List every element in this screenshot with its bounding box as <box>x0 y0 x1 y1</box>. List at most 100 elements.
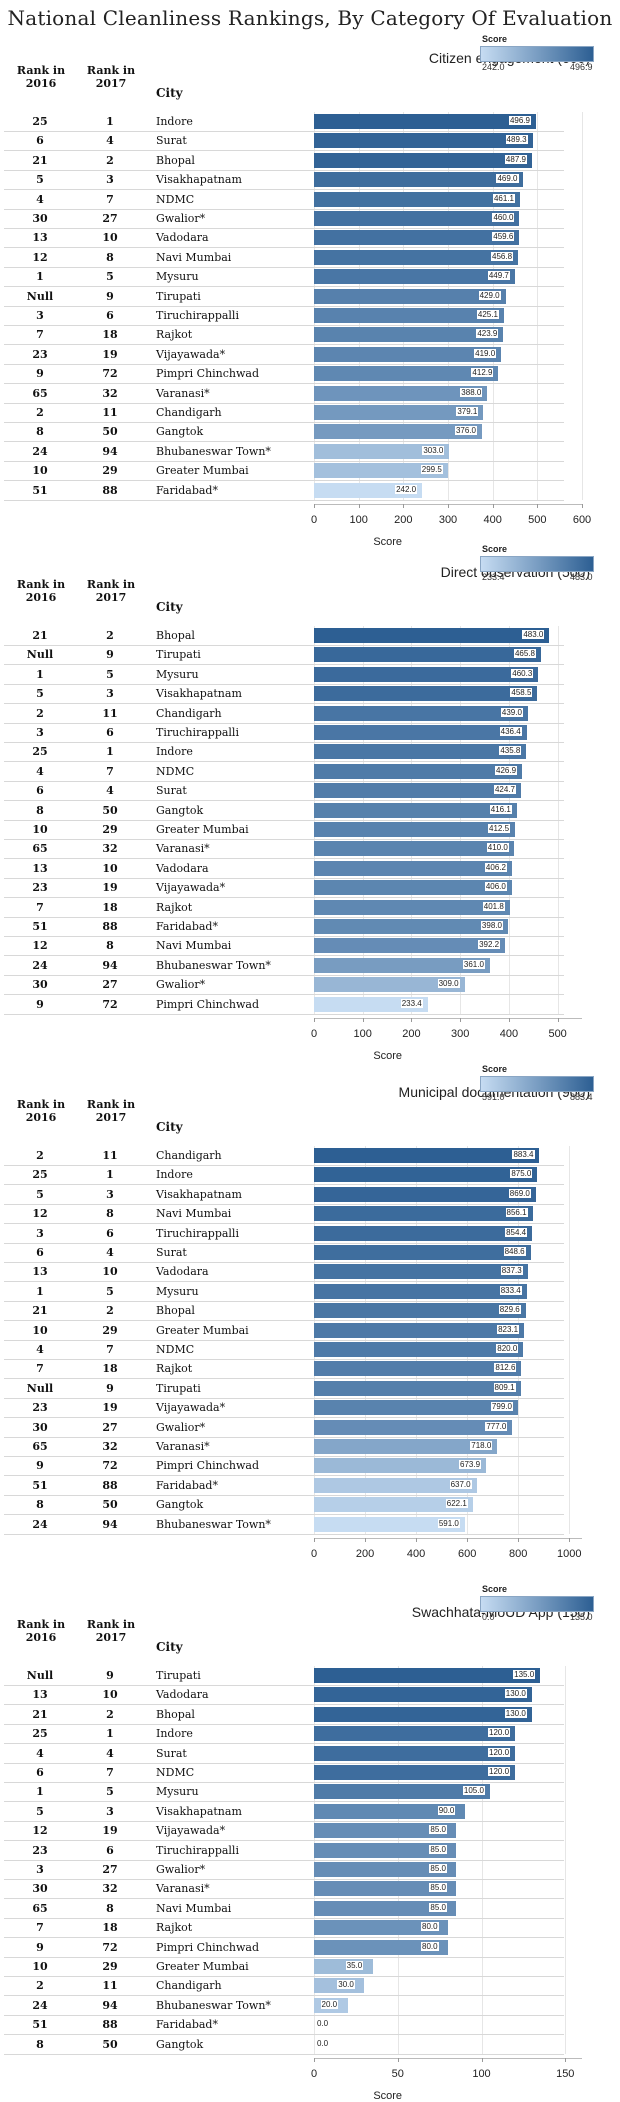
chart-section: Direct observation (500) Score 233.4 483.0 R… <box>0 544 620 1062</box>
data-bar <box>314 1400 518 1416</box>
city-name: Navi Mumbai <box>156 939 232 953</box>
rank-2017: 5 <box>106 1284 114 1298</box>
rank-2017: 27 <box>102 1863 118 1876</box>
data-label: 426.9 <box>495 765 518 775</box>
table-row: 6 4 Surat 424.7 <box>4 781 564 802</box>
city-name: Mysuru <box>156 667 199 681</box>
city-name: Mysuru <box>156 270 199 284</box>
city-name: Faridabad* <box>156 2018 218 2032</box>
data-label: 406.2 <box>484 862 507 872</box>
data-label: 85.0 <box>429 1864 447 1873</box>
city-name: Greater Mumbai <box>156 1323 249 1337</box>
rank-2017: 6 <box>106 726 114 739</box>
x-tick-mark <box>508 1018 510 1022</box>
city-name: Rajkot <box>156 328 193 342</box>
city-name: Gwalior* <box>156 1863 206 1876</box>
legend-max-value: 483.0 <box>570 572 593 582</box>
data-bar <box>314 1900 457 1916</box>
city-name: NDMC <box>156 1343 195 1356</box>
header-rank-2017-line: 2017 <box>95 77 127 90</box>
city-name: Tirupati <box>156 1669 201 1682</box>
table-row: 3 6 Tiruchirappalli 854.4 <box>4 1224 564 1244</box>
table-row: 5 3 Visakhapatnam 458.5 <box>4 684 564 705</box>
rank-2017: 6 <box>106 1843 114 1857</box>
rank-2016: 4 <box>36 1343 44 1356</box>
city-name: Vadodara <box>156 231 209 245</box>
data-label: 459.6 <box>492 232 515 242</box>
header-city: City <box>156 86 183 100</box>
city-name: Gwalior* <box>156 978 206 992</box>
table-row: 2 11 Chandigarh 439.0 <box>4 704 564 724</box>
legend-max-value: 883.4 <box>570 1092 593 1102</box>
rank-2017: 29 <box>102 823 118 836</box>
rank-2017: 10 <box>102 1265 118 1279</box>
header-rank-2017-line: 2017 <box>95 1631 127 1644</box>
rank-2016: 3 <box>36 309 44 322</box>
rank-2016: 8 <box>36 1498 44 1512</box>
data-bar <box>314 899 510 915</box>
data-bar <box>314 1765 515 1780</box>
header-rank-2016: Rank in 2016 <box>6 1618 76 1644</box>
table-row: 1 5 Mysuru 449.7 <box>4 267 564 288</box>
data-label: 458.5 <box>510 688 533 698</box>
header-rank-2017-line: 2017 <box>95 1111 127 1124</box>
data-bar <box>314 191 520 207</box>
data-bar <box>314 1959 373 1974</box>
x-tick-label: 600 <box>572 514 592 526</box>
header-rank-2016-line: Rank in <box>16 1618 66 1631</box>
table-row: 3 6 Tiruchirappalli 436.4 <box>4 723 564 743</box>
city-name: Vadodara <box>156 1265 209 1279</box>
city-name: Tirupati <box>156 1381 201 1395</box>
rank-2016: 5 <box>36 1804 44 1818</box>
rank-2016: 25 <box>32 1727 48 1741</box>
table-row: 10 29 Greater Mumbai 412.5 <box>4 820 564 840</box>
city-name: Pimpri Chinchwad <box>156 1459 260 1473</box>
rank-2017: 5 <box>106 1785 114 1799</box>
city-name: Gangtok <box>156 803 204 817</box>
rank-2017: 32 <box>102 1882 118 1896</box>
city-name: Greater Mumbai <box>156 464 249 478</box>
x-tick-label: 100 <box>472 2068 491 2080</box>
data-label: 622.1 <box>445 1499 468 1509</box>
city-name: Surat <box>156 1746 187 1760</box>
x-tick-mark <box>411 1018 413 1022</box>
rank-2016: 65 <box>32 1901 48 1915</box>
rank-2017: 29 <box>102 464 118 478</box>
rank-2016: 30 <box>32 978 48 992</box>
rank-2016: 8 <box>36 425 44 439</box>
rank-2017: 4 <box>106 784 114 798</box>
table-row: 5 3 Visakhapatnam 469.0 <box>4 170 564 191</box>
city-name: Pimpri Chinchwad <box>156 367 260 381</box>
data-bar <box>314 269 515 285</box>
city-name: Varanasi* <box>156 386 210 400</box>
rank-2016: 1 <box>36 1284 44 1298</box>
rank-2017: 88 <box>102 920 118 933</box>
table-row: 13 10 Vadodara 459.6 <box>4 228 564 249</box>
x-tick-label: 300 <box>450 1028 470 1040</box>
city-name: Faridabad* <box>156 1478 218 1492</box>
header-rank-2016-line: Rank in <box>16 64 66 77</box>
rank-2016: 51 <box>32 1478 48 1492</box>
data-bar <box>314 1245 531 1260</box>
city-name: Rajkot <box>156 900 193 914</box>
header-rank-2017-line: Rank in <box>86 64 136 77</box>
data-label: 848.6 <box>503 1247 526 1256</box>
city-name: Vijayawada* <box>156 1401 226 1415</box>
x-tick-label: 100 <box>349 514 368 526</box>
header-rank-2016-line: 2016 <box>25 77 57 90</box>
table-row: 7 18 Rajkot 80.0 <box>4 1918 564 1939</box>
data-bar <box>314 1264 528 1280</box>
data-bar <box>314 1439 498 1454</box>
data-label: 303.0 <box>422 445 445 455</box>
data-bar <box>314 1668 541 1683</box>
data-label: 829.6 <box>498 1305 521 1315</box>
city-name: Bhopal <box>156 629 195 642</box>
rank-2016: 21 <box>32 1304 48 1318</box>
city-name: Chandigarh <box>156 1979 222 1993</box>
table-row: 4 7 NDMC 820.0 <box>4 1340 564 1360</box>
rank-2017: 8 <box>106 250 114 264</box>
table-row: 10 29 Greater Mumbai 35.0 <box>4 1957 564 1977</box>
table-row: 6 4 Surat 489.3 <box>4 131 564 152</box>
header-rank-2016-line: Rank in <box>16 578 66 591</box>
data-bar <box>314 443 450 459</box>
